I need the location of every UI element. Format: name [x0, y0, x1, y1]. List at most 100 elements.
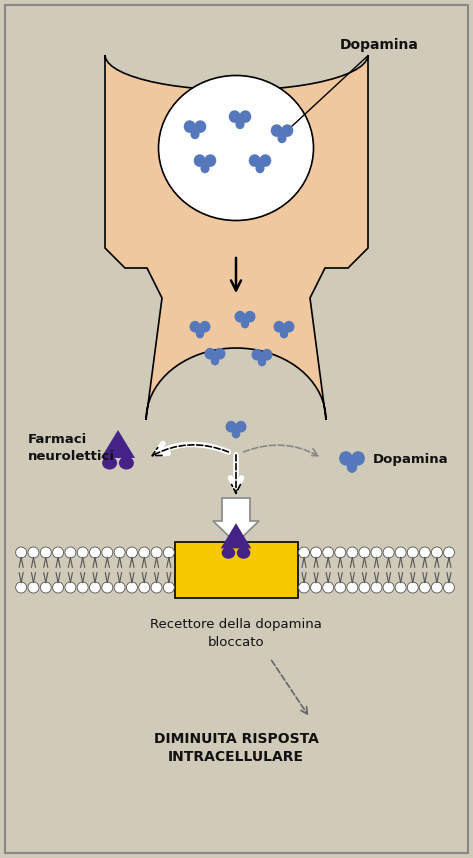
Ellipse shape	[102, 456, 117, 469]
Ellipse shape	[194, 120, 206, 133]
Circle shape	[77, 547, 88, 558]
Circle shape	[347, 582, 358, 593]
Circle shape	[151, 582, 162, 593]
Circle shape	[371, 547, 382, 558]
Ellipse shape	[283, 321, 295, 333]
Ellipse shape	[280, 329, 288, 338]
Ellipse shape	[204, 154, 216, 167]
Ellipse shape	[184, 120, 196, 133]
Circle shape	[126, 582, 138, 593]
Ellipse shape	[347, 462, 357, 473]
Ellipse shape	[190, 321, 201, 333]
Ellipse shape	[255, 163, 264, 173]
Circle shape	[53, 547, 63, 558]
Ellipse shape	[211, 356, 219, 366]
Circle shape	[431, 582, 442, 593]
Circle shape	[102, 547, 113, 558]
Ellipse shape	[241, 319, 249, 329]
Ellipse shape	[235, 311, 245, 323]
Ellipse shape	[119, 456, 134, 469]
Circle shape	[335, 582, 346, 593]
Ellipse shape	[222, 547, 235, 559]
Ellipse shape	[196, 329, 204, 338]
Circle shape	[151, 547, 162, 558]
Ellipse shape	[339, 451, 353, 466]
Circle shape	[419, 547, 430, 558]
Ellipse shape	[237, 547, 250, 559]
Ellipse shape	[278, 133, 287, 143]
Text: DIMINUITA RISPOSTA
INTRACELLULARE: DIMINUITA RISPOSTA INTRACELLULARE	[154, 732, 318, 764]
Circle shape	[16, 582, 26, 593]
Circle shape	[323, 582, 333, 593]
Ellipse shape	[259, 154, 272, 167]
Ellipse shape	[271, 124, 283, 137]
Circle shape	[298, 547, 309, 558]
Circle shape	[163, 547, 175, 558]
FancyArrow shape	[213, 498, 259, 543]
Circle shape	[431, 547, 442, 558]
Circle shape	[347, 547, 358, 558]
Ellipse shape	[229, 111, 241, 123]
Ellipse shape	[236, 421, 246, 432]
Circle shape	[77, 582, 88, 593]
Ellipse shape	[214, 347, 226, 360]
Circle shape	[383, 547, 394, 558]
Ellipse shape	[236, 119, 245, 130]
Circle shape	[89, 547, 100, 558]
Circle shape	[89, 582, 100, 593]
Ellipse shape	[351, 451, 365, 466]
Circle shape	[53, 582, 63, 593]
FancyBboxPatch shape	[175, 542, 298, 598]
Circle shape	[16, 547, 26, 558]
Ellipse shape	[262, 349, 272, 360]
Ellipse shape	[200, 321, 210, 333]
Circle shape	[311, 547, 322, 558]
Circle shape	[65, 582, 76, 593]
Ellipse shape	[191, 130, 200, 139]
Text: Farmaci
neurolettici: Farmaci neurolettici	[28, 433, 115, 463]
Ellipse shape	[239, 111, 251, 123]
Circle shape	[28, 582, 39, 593]
Circle shape	[407, 582, 418, 593]
Ellipse shape	[226, 421, 236, 432]
Circle shape	[407, 547, 418, 558]
Circle shape	[444, 582, 455, 593]
Circle shape	[65, 547, 76, 558]
Circle shape	[359, 547, 370, 558]
Circle shape	[335, 547, 346, 558]
Polygon shape	[101, 430, 135, 458]
Circle shape	[28, 547, 39, 558]
Circle shape	[114, 582, 125, 593]
Ellipse shape	[201, 163, 210, 173]
Ellipse shape	[258, 357, 266, 366]
Circle shape	[395, 582, 406, 593]
Circle shape	[102, 582, 113, 593]
Circle shape	[40, 582, 51, 593]
Ellipse shape	[281, 124, 293, 137]
Circle shape	[163, 582, 175, 593]
Circle shape	[444, 547, 455, 558]
Polygon shape	[221, 523, 251, 548]
Polygon shape	[105, 55, 368, 420]
Circle shape	[383, 582, 394, 593]
Circle shape	[359, 582, 370, 593]
Circle shape	[298, 582, 309, 593]
Circle shape	[323, 547, 333, 558]
Circle shape	[395, 547, 406, 558]
Text: Dopamina: Dopamina	[373, 454, 448, 467]
Ellipse shape	[232, 429, 240, 438]
Circle shape	[419, 582, 430, 593]
Circle shape	[371, 582, 382, 593]
Circle shape	[139, 582, 150, 593]
Ellipse shape	[252, 349, 263, 360]
Circle shape	[126, 547, 138, 558]
Ellipse shape	[245, 311, 255, 323]
Circle shape	[311, 582, 322, 593]
Ellipse shape	[273, 321, 285, 333]
Text: Recettore della dopamina
bloccato: Recettore della dopamina bloccato	[150, 618, 322, 649]
Ellipse shape	[194, 154, 206, 167]
Ellipse shape	[204, 347, 216, 360]
Circle shape	[114, 547, 125, 558]
Circle shape	[40, 547, 51, 558]
Text: Dopamina: Dopamina	[292, 38, 419, 126]
